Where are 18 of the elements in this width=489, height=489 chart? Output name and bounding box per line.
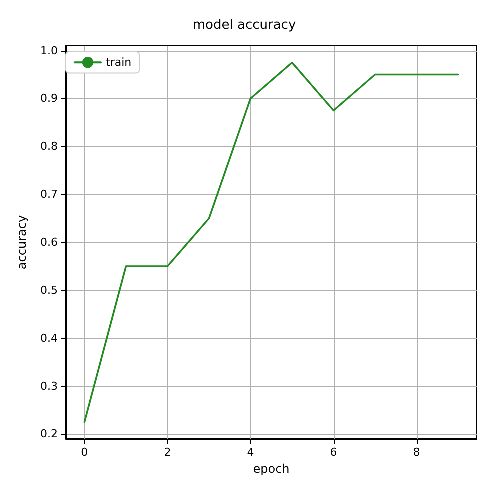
y-tick-label: 1.0 xyxy=(40,44,58,58)
x-tick-label: 2 xyxy=(164,446,172,459)
x-tick-label: 0 xyxy=(81,446,88,459)
x-tick-label: 8 xyxy=(413,446,420,459)
y-tick-label: 0.8 xyxy=(40,140,58,154)
y-tick-label: 0.7 xyxy=(40,188,58,202)
chart-title: model accuracy xyxy=(192,18,296,33)
y-tick-label: 0.2 xyxy=(40,428,58,441)
y-tick-label: 0.4 xyxy=(40,332,58,345)
y-axis-title: accuracy xyxy=(15,215,29,270)
y-tick-label: 0.9 xyxy=(40,92,58,106)
x-tick-label: 4 xyxy=(247,446,254,459)
y-tick-label: 0.5 xyxy=(40,284,58,297)
y-tick-label: 0.6 xyxy=(40,236,58,249)
x-axis-title: epoch xyxy=(253,462,290,476)
x-tick-label: 6 xyxy=(330,446,338,459)
legend-label: train xyxy=(106,56,132,70)
y-tick-label: 0.3 xyxy=(40,380,58,393)
